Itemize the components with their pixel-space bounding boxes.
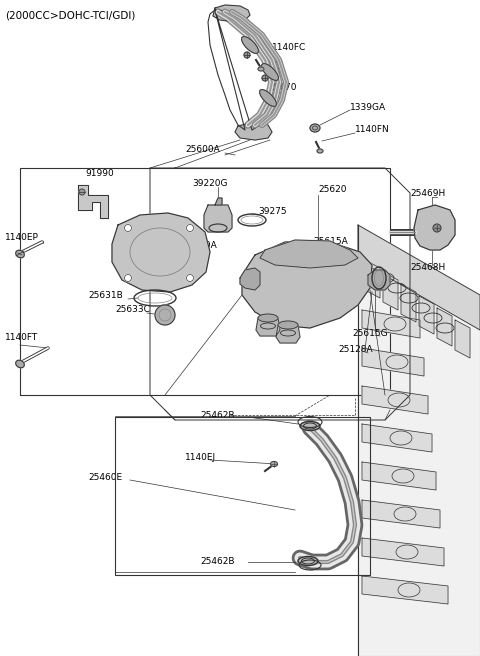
Ellipse shape xyxy=(244,52,250,58)
Bar xyxy=(20,168,390,395)
Polygon shape xyxy=(368,270,390,290)
Text: 1140FC: 1140FC xyxy=(272,43,306,52)
Polygon shape xyxy=(383,272,398,310)
Polygon shape xyxy=(362,500,440,528)
Circle shape xyxy=(124,274,132,281)
Text: 25462B: 25462B xyxy=(200,411,235,419)
Polygon shape xyxy=(362,576,448,604)
Polygon shape xyxy=(256,318,280,336)
Polygon shape xyxy=(78,185,108,218)
Ellipse shape xyxy=(16,250,24,258)
Polygon shape xyxy=(437,308,452,346)
Text: 1140EP: 1140EP xyxy=(5,234,39,243)
Ellipse shape xyxy=(298,556,318,565)
Text: 39220G: 39220G xyxy=(192,178,228,188)
Polygon shape xyxy=(362,348,424,376)
Text: 25500A: 25500A xyxy=(182,241,217,251)
Polygon shape xyxy=(401,284,416,322)
Polygon shape xyxy=(112,213,210,292)
Polygon shape xyxy=(260,240,358,268)
Text: 25633C: 25633C xyxy=(115,306,150,314)
Circle shape xyxy=(155,305,175,325)
Polygon shape xyxy=(358,225,480,330)
Polygon shape xyxy=(419,296,434,334)
Text: 1140FT: 1140FT xyxy=(5,333,38,342)
Ellipse shape xyxy=(278,321,298,329)
Text: (2000CC>DOHC-TCI/GDI): (2000CC>DOHC-TCI/GDI) xyxy=(5,10,135,20)
Text: 39275: 39275 xyxy=(258,207,287,216)
Polygon shape xyxy=(362,386,428,414)
Polygon shape xyxy=(362,538,444,566)
Text: 25468H: 25468H xyxy=(410,264,445,272)
Circle shape xyxy=(187,274,193,281)
Text: 25469H: 25469H xyxy=(410,190,445,199)
Text: 1140EJ: 1140EJ xyxy=(185,453,216,462)
Polygon shape xyxy=(276,325,300,343)
Text: 25623T: 25623T xyxy=(286,253,320,262)
Text: 25462B: 25462B xyxy=(200,558,235,567)
Polygon shape xyxy=(455,320,470,358)
Ellipse shape xyxy=(317,149,323,153)
Text: 25620: 25620 xyxy=(318,186,347,194)
Polygon shape xyxy=(414,205,455,250)
Text: 91990: 91990 xyxy=(85,169,114,178)
Text: 25615A: 25615A xyxy=(313,237,348,247)
Polygon shape xyxy=(240,268,260,290)
Text: 25470: 25470 xyxy=(268,83,297,92)
Ellipse shape xyxy=(271,462,277,466)
Circle shape xyxy=(433,224,441,232)
Polygon shape xyxy=(235,122,272,140)
Text: 25631B: 25631B xyxy=(88,291,123,300)
Circle shape xyxy=(187,224,193,232)
Ellipse shape xyxy=(300,422,320,430)
Polygon shape xyxy=(362,462,436,490)
Text: 25615G: 25615G xyxy=(352,329,388,337)
Polygon shape xyxy=(215,198,222,205)
Bar xyxy=(115,417,370,575)
Polygon shape xyxy=(362,424,432,452)
Polygon shape xyxy=(242,242,372,328)
Text: 25600A: 25600A xyxy=(185,146,220,155)
Ellipse shape xyxy=(258,314,278,322)
Text: 1140FN: 1140FN xyxy=(355,125,390,134)
Polygon shape xyxy=(213,5,250,22)
Polygon shape xyxy=(204,205,232,232)
Polygon shape xyxy=(358,225,480,656)
Ellipse shape xyxy=(262,75,268,81)
Ellipse shape xyxy=(262,64,278,81)
Ellipse shape xyxy=(241,37,258,53)
Circle shape xyxy=(124,224,132,232)
Circle shape xyxy=(79,189,85,195)
Ellipse shape xyxy=(310,124,320,132)
Ellipse shape xyxy=(260,90,276,106)
Text: 1339GA: 1339GA xyxy=(350,102,386,112)
Ellipse shape xyxy=(258,67,264,71)
Text: 25460E: 25460E xyxy=(88,472,122,482)
Ellipse shape xyxy=(16,360,24,368)
Polygon shape xyxy=(362,310,420,338)
Text: 25128A: 25128A xyxy=(338,346,372,354)
Polygon shape xyxy=(365,260,380,298)
